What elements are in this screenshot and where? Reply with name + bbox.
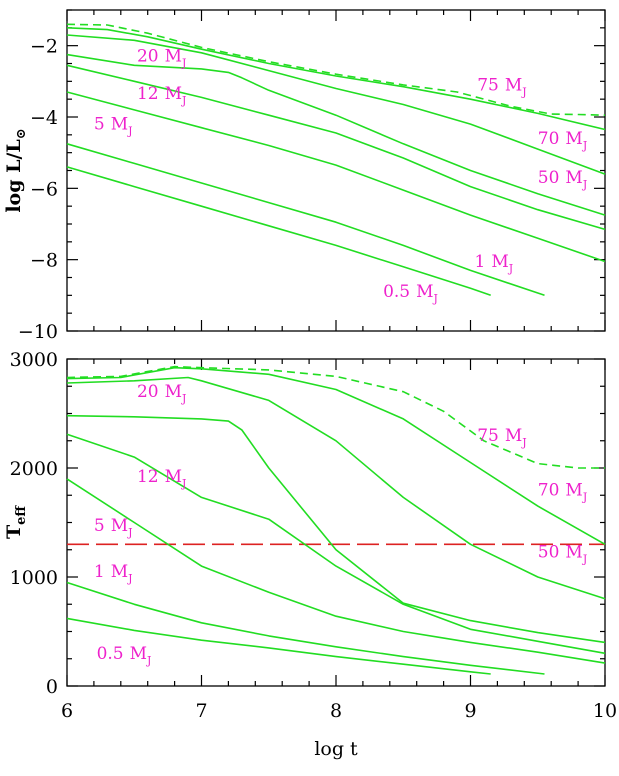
mass-label-75: 75 MJ — [477, 75, 526, 98]
y-tick-label: −6 — [30, 178, 58, 200]
mass-label-1: 1 MJ — [475, 252, 514, 275]
mass-label-20: 20 MJ — [137, 47, 186, 70]
mass-label-50: 50 MJ — [538, 542, 587, 565]
mass-label-20: 20 MJ — [137, 382, 186, 405]
luminosity-panel: −10 −8 −6 −4 −2 log L/L⊙ 75 MJ 20 MJ 12 MJ 70 MJ 5 MJ 50… — [3, 9, 606, 343]
mass-label-70: 70 MJ — [538, 129, 587, 152]
mass-label-0_5: 0.5 MJ — [97, 644, 152, 667]
x-tick-label: 6 — [61, 700, 73, 722]
mass-label-1: 1 MJ — [94, 562, 133, 585]
y-tick-label: 2000 — [10, 458, 58, 480]
track-5-mj — [66, 478, 606, 664]
track-5-mj — [66, 91, 606, 263]
track-0_5-mj — [66, 166, 491, 297]
mass-label-12: 12 MJ — [137, 467, 186, 490]
y-tick-label: 3000 — [10, 349, 58, 371]
track-12-mj — [66, 64, 606, 231]
track-1-mj — [66, 143, 545, 297]
track-12-mj — [66, 433, 606, 655]
x-tick-label: 7 — [195, 700, 207, 722]
y-tick-label: −4 — [30, 107, 58, 129]
mass-label-50: 50 MJ — [538, 168, 587, 191]
mass-label-5: 5 MJ — [94, 516, 133, 539]
y-axis-label: log L/L⊙ — [3, 128, 29, 212]
temperature-panel: 0 1000 2000 3000 6 7 8 9 10 log t Teff 20 MJ 75 MJ 12 MJ… — [3, 349, 617, 760]
y-tick-label: −10 — [18, 321, 58, 343]
x-axis-label: log t — [314, 738, 358, 760]
track-70-mj — [66, 27, 606, 131]
track-20-mj — [66, 53, 606, 216]
x-tick-label: 9 — [464, 700, 476, 722]
track-0_5-mj — [66, 617, 491, 675]
mass-label-75: 75 MJ — [477, 426, 526, 449]
y-tick-label: 1000 — [10, 567, 58, 589]
track-20-mj — [66, 414, 606, 644]
x-tick-label: 8 — [330, 700, 342, 722]
track-50-mj — [66, 34, 606, 175]
track-75-mj — [66, 365, 605, 469]
plot-frame — [66, 358, 606, 687]
track-50-mj — [66, 376, 606, 600]
mass-label-12: 12 MJ — [137, 84, 186, 107]
track-70-mj — [66, 366, 606, 545]
mass-label-5: 5 MJ — [94, 114, 133, 137]
y-tick-label: −8 — [30, 250, 58, 272]
track-75-mj — [66, 23, 606, 116]
mass-label-70: 70 MJ — [538, 480, 587, 503]
y-tick-label: 0 — [46, 676, 58, 698]
y-axis-label: Teff — [3, 505, 29, 539]
track-1-mj — [66, 581, 545, 675]
mass-label-0_5: 0.5 MJ — [383, 282, 438, 305]
x-tick-label: 10 — [593, 700, 617, 722]
y-tick-label: −2 — [30, 36, 58, 58]
